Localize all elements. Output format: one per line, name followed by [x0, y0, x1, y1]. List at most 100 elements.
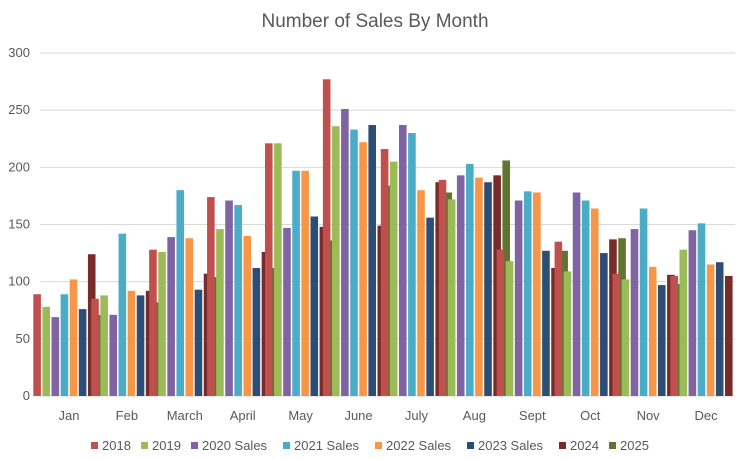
bar-2021-sales-may — [292, 170, 300, 396]
bar-2018-oct — [554, 241, 563, 396]
legend-swatch — [91, 442, 98, 449]
bar-2019-feb — [100, 295, 108, 396]
legend-label: 2022 Sales — [386, 438, 452, 453]
bar-2019-march — [158, 251, 166, 396]
x-tick-label: Feb — [116, 408, 138, 423]
legend-swatch — [191, 442, 198, 449]
legend-swatch — [559, 442, 566, 449]
bar-2020-sales-april — [225, 200, 233, 396]
bar-2019-dec — [679, 249, 688, 396]
bar-2018-march — [149, 249, 157, 396]
bar-2018-may — [264, 143, 273, 396]
bar-2022-sales-april — [243, 235, 252, 396]
bar-2022-sales-march — [185, 238, 194, 396]
bar-2022-sales-jan — [69, 279, 78, 396]
bar-2018-april — [207, 197, 215, 396]
bar-2020-sales-feb — [109, 314, 118, 396]
bar-2020-sales-oct — [572, 192, 581, 396]
bar-2023-sales-jan — [78, 309, 87, 396]
legend-swatch — [609, 442, 616, 449]
legend-label: 2019 — [152, 438, 181, 453]
x-tick-label: Dec — [694, 408, 718, 423]
bar-2022-sales-may — [301, 170, 309, 396]
bar-2021-sales-nov — [639, 208, 648, 396]
bar-2018-july — [380, 149, 389, 396]
bar-2024-dec — [724, 275, 733, 396]
bar-2021-sales-march — [176, 190, 185, 396]
bar-2020-sales-march — [167, 237, 175, 396]
bar-2020-sales-dec — [688, 230, 697, 396]
bar-2020-sales-aug — [456, 175, 465, 396]
legend-item: 2025 — [609, 438, 649, 453]
bar-2021-sales-jan — [60, 294, 69, 396]
bar-2020-sales-sept — [514, 200, 523, 396]
bar-2020-sales-nov — [630, 229, 639, 396]
bar-2018-aug — [438, 179, 447, 396]
bar-2019-nov — [621, 279, 630, 396]
bar-2021-sales-dec — [697, 223, 706, 396]
bar-2019-sept — [505, 261, 514, 396]
bar-2021-sales-july — [408, 133, 416, 397]
x-tick-label: Jan — [58, 408, 79, 423]
bar-2018-feb — [91, 298, 99, 396]
x-tick-label: March — [167, 408, 203, 423]
legend-item: 2023 Sales — [467, 438, 544, 453]
legend-swatch — [283, 442, 290, 449]
bar-2022-sales-oct — [590, 208, 599, 396]
bar-2023-sales-may — [310, 216, 319, 396]
bar-2022-sales-feb — [127, 290, 136, 396]
legend-label: 2020 Sales — [202, 438, 268, 453]
bar-2023-sales-aug — [484, 182, 492, 396]
bar-2021-sales-aug — [466, 163, 474, 396]
bar-2022-sales-july — [417, 190, 425, 396]
x-tick-label: Aug — [463, 408, 486, 423]
bar-2021-sales-april — [234, 205, 242, 396]
x-tick-label: Oct — [580, 408, 601, 423]
bar-2023-sales-sept — [542, 250, 550, 396]
bar-2019-july — [389, 161, 398, 396]
bar-2019-jan — [42, 306, 51, 396]
legend-label: 2018 — [102, 438, 131, 453]
bar-2019-oct — [563, 271, 572, 396]
legend-label: 2023 Sales — [478, 438, 544, 453]
legend-item: 2019 — [141, 438, 181, 453]
legend-label: 2024 — [570, 438, 599, 453]
bar-2018-dec — [670, 275, 678, 396]
bar-2018-nov — [612, 273, 621, 396]
y-tick-label: 150 — [8, 217, 30, 232]
bar-2023-sales-nov — [657, 285, 666, 396]
legend-label: 2025 — [620, 438, 649, 453]
legend-swatch — [375, 442, 382, 449]
legend-label: 2021 Sales — [294, 438, 360, 453]
x-tick-label: July — [405, 408, 429, 423]
bar-2022-sales-sept — [533, 192, 541, 396]
legend-item: 2022 Sales — [375, 438, 452, 453]
bar-2020-sales-jan — [51, 317, 60, 396]
x-tick-label: Nov — [637, 408, 661, 423]
x-tick-label: June — [344, 408, 372, 423]
bar-2020-sales-july — [399, 125, 407, 396]
bar-2018-jan — [33, 294, 41, 396]
legend-swatch — [467, 442, 474, 449]
bar-2023-sales-oct — [600, 253, 608, 396]
legend-item: 2024 — [559, 438, 599, 453]
bar-2018-sept — [496, 249, 505, 396]
y-tick-label: 50 — [16, 331, 30, 346]
bar-2019-may — [274, 143, 282, 396]
bar-2018-june — [322, 79, 331, 397]
legend-swatch — [141, 442, 148, 449]
bar-2022-sales-nov — [648, 266, 657, 396]
bar-2023-sales-june — [368, 125, 376, 396]
x-tick-label: Sept — [519, 408, 546, 423]
bar-2021-sales-oct — [581, 200, 590, 396]
legend-item: 2020 Sales — [191, 438, 268, 453]
bar-2023-sales-feb — [136, 295, 145, 396]
y-tick-label: 0 — [23, 388, 30, 403]
bar-2023-sales-july — [426, 217, 434, 396]
bar-2019-june — [331, 126, 340, 396]
bar-2023-sales-dec — [715, 262, 724, 396]
bar-2023-sales-april — [252, 267, 261, 396]
chart-title: Number of Sales By Month — [261, 11, 488, 32]
